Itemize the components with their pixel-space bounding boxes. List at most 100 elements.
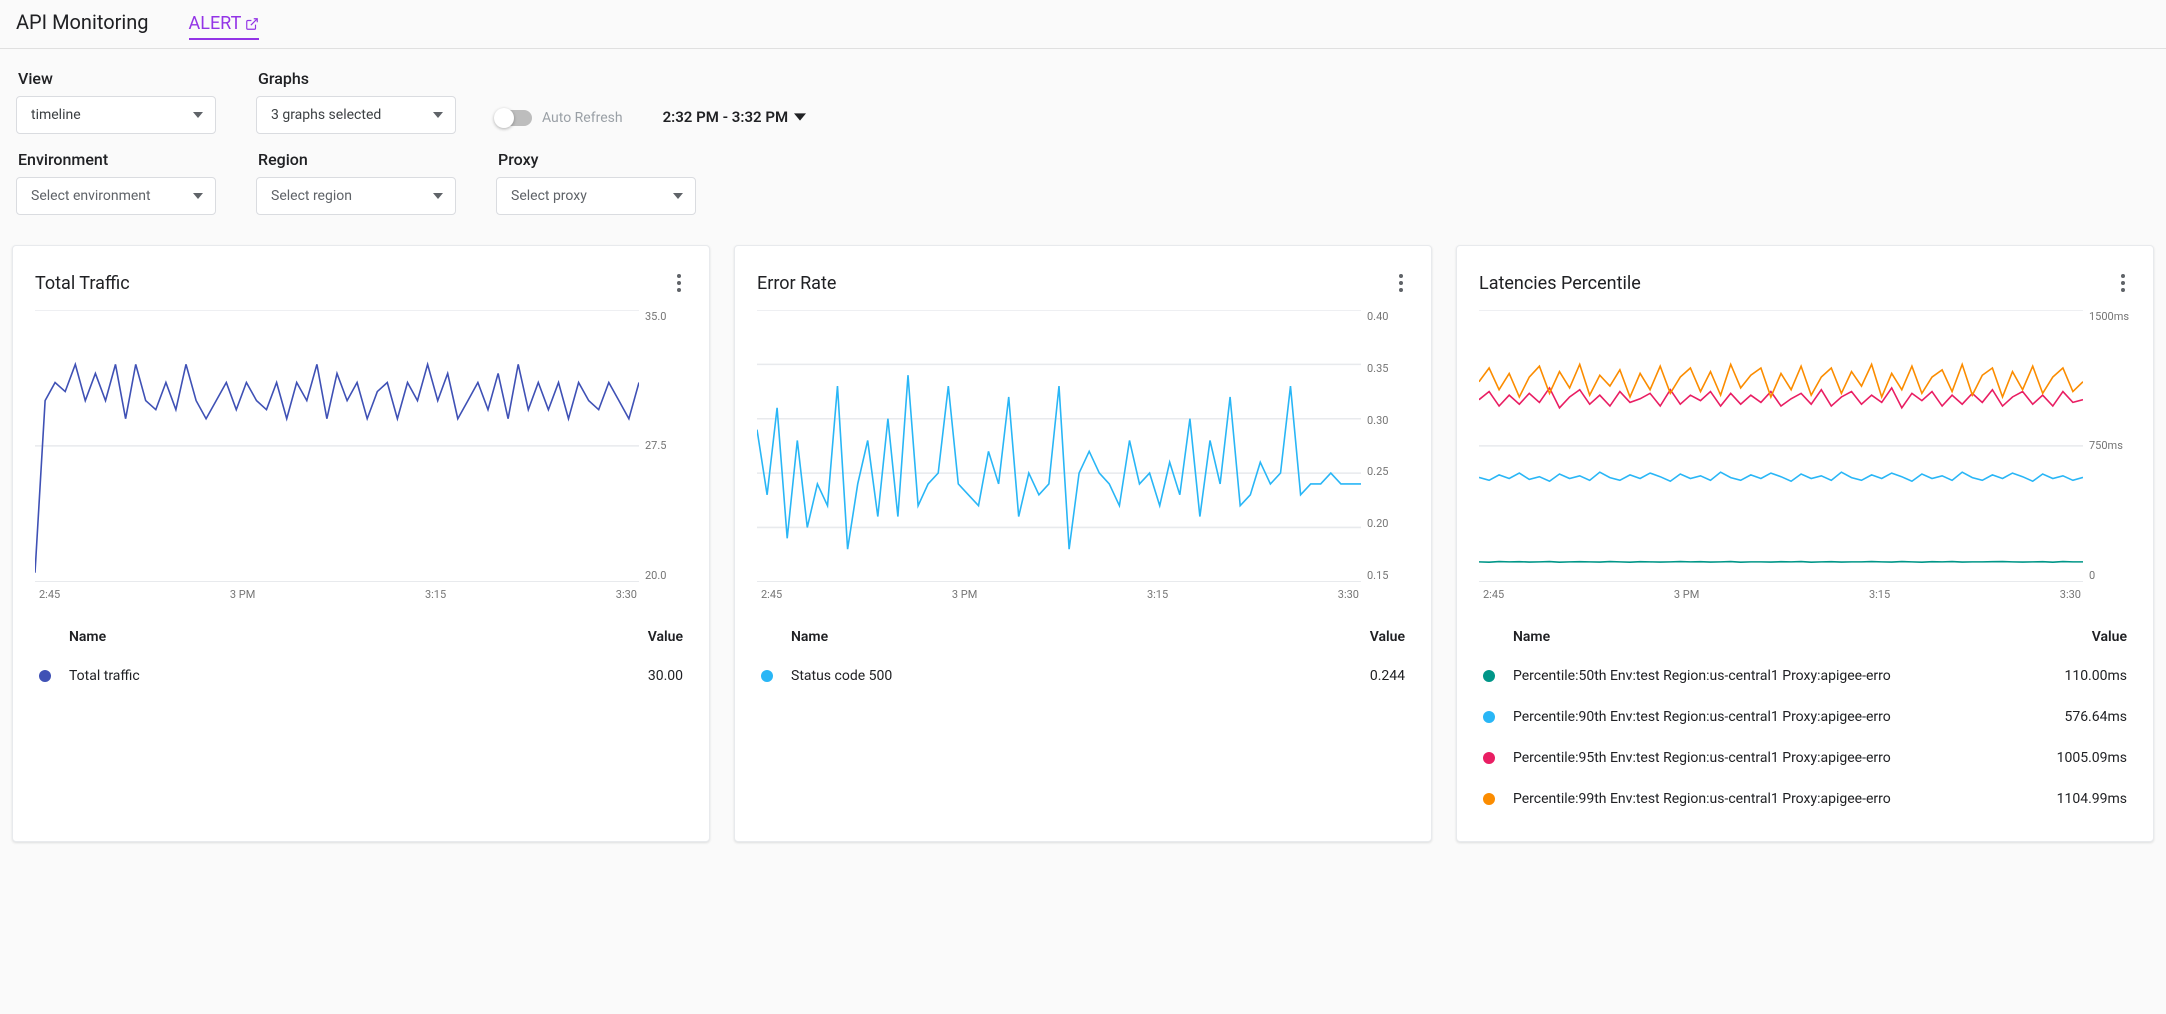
tick-label: 1500ms [2089, 310, 2131, 323]
card-menu-button[interactable] [2111, 268, 2131, 298]
tick-label: 3:30 [616, 588, 637, 601]
tick-label: 27.5 [645, 439, 687, 452]
legend-dot-icon [1483, 670, 1495, 682]
legend-value: 1005.09ms [2037, 750, 2127, 766]
tick-label: 0.40 [1367, 310, 1409, 323]
proxy-label: Proxy [496, 150, 696, 169]
tick-label: 3:30 [2060, 588, 2081, 601]
chevron-down-icon [673, 193, 683, 199]
legend-name: Percentile:50th Env:test Region:us-centr… [1513, 668, 2037, 684]
graphs-select-value: 3 graphs selected [271, 107, 381, 123]
tick-label: 3:15 [1147, 588, 1168, 601]
latencies-title: Latencies Percentile [1479, 273, 1641, 294]
error-rate-title: Error Rate [757, 273, 836, 294]
latency-y-ticks: 1500ms 750ms 0 [2089, 310, 2131, 582]
legend-header-name: Name [1483, 629, 2047, 645]
legend-value: 1104.99ms [2037, 791, 2127, 807]
filter-controls: View timeline Graphs 3 graphs selected A… [0, 49, 2166, 225]
tick-label: 3 PM [952, 588, 977, 601]
card-menu-button[interactable] [667, 268, 687, 298]
page-header: API Monitoring ALERT [0, 0, 2166, 49]
graphs-select[interactable]: 3 graphs selected [256, 96, 456, 134]
legend-header-value: Value [603, 629, 683, 645]
tick-label: 0.25 [1367, 465, 1409, 478]
tick-label: 2:45 [39, 588, 60, 601]
tick-label: 0.35 [1367, 362, 1409, 375]
page-title: API Monitoring [16, 10, 149, 34]
alert-link-label: ALERT [189, 13, 242, 34]
chevron-down-icon [433, 193, 443, 199]
tick-label: 20.0 [645, 569, 687, 582]
legend-dot-icon [761, 670, 773, 682]
region-select-placeholder: Select region [271, 188, 352, 204]
latency-legend-table: Name Value Percentile:50th Env:test Regi… [1479, 619, 2131, 819]
legend-header-value: Value [2047, 629, 2127, 645]
view-select[interactable]: timeline [16, 96, 216, 134]
card-menu-button[interactable] [1389, 268, 1409, 298]
dashboard-grid: Total Traffic 35.0 27.5 20.0 2:45 3 PM 3:15 3… [0, 225, 2166, 862]
tick-label: 0.20 [1367, 517, 1409, 530]
latencies-card: Latencies Percentile 1500ms 750ms 0 2:45 3 … [1456, 245, 2154, 842]
legend-name: Percentile:99th Env:test Region:us-centr… [1513, 791, 2037, 807]
legend-dot-icon [1483, 752, 1495, 764]
total-traffic-card: Total Traffic 35.027.520.0 2:453 PM3:153… [12, 245, 710, 842]
timerange-value: 2:32 PM - 3:32 PM [663, 108, 789, 126]
tick-label: 2:45 [761, 588, 782, 601]
legend-name: Status code 500 [791, 668, 1315, 684]
legend-header-name: Name [39, 629, 603, 645]
traffic-y-ticks: 35.0 27.5 20.0 [645, 310, 687, 582]
legend-row: Status code 500 0.244 [757, 655, 1409, 696]
chevron-down-icon [433, 112, 443, 118]
total-traffic-title: Total Traffic [35, 273, 130, 294]
region-select[interactable]: Select region [256, 177, 456, 215]
legend-row: Percentile:90th Env:test Region:us-centr… [1479, 696, 2131, 737]
legend-value: 30.00 [593, 668, 683, 684]
legend-name: Percentile:90th Env:test Region:us-centr… [1513, 709, 2037, 725]
traffic-legend-table: Name Value Total traffic 30.00 [35, 619, 687, 696]
legend-dot-icon [1483, 711, 1495, 723]
tick-label: 35.0 [645, 310, 687, 323]
latency-x-ticks: 2:45 3 PM 3:15 3:30 [1479, 582, 2131, 601]
chevron-down-icon [193, 193, 203, 199]
legend-row: Percentile:99th Env:test Region:us-centr… [1479, 778, 2131, 819]
tick-label: 2:45 [1483, 588, 1504, 601]
graphs-label: Graphs [256, 69, 456, 88]
error-x-ticks: 2:45 3 PM 3:15 3:30 [757, 582, 1409, 601]
error-y-ticks: 0.40 0.35 0.30 0.25 0.20 0.15 [1367, 310, 1409, 582]
timerange-picker[interactable]: 2:32 PM - 3:32 PM [663, 108, 807, 134]
total-traffic-chart [35, 310, 639, 582]
tick-label: 0.30 [1367, 414, 1409, 427]
legend-row: Total traffic 30.00 [35, 655, 687, 696]
legend-header-value: Value [1325, 629, 1405, 645]
chevron-down-icon [193, 112, 203, 118]
open-in-new-icon [245, 17, 259, 31]
tick-label: 0.15 [1367, 569, 1409, 582]
latencies-chart [1479, 310, 2083, 582]
tick-label: 3 PM [1674, 588, 1699, 601]
chevron-down-icon [794, 113, 806, 121]
tick-label: 3:30 [1338, 588, 1359, 601]
legend-row: Percentile:95th Env:test Region:us-centr… [1479, 737, 2131, 778]
legend-row: Percentile:50th Env:test Region:us-centr… [1479, 655, 2131, 696]
auto-refresh-label: Auto Refresh [542, 110, 623, 126]
environment-label: Environment [16, 150, 216, 169]
tick-label: 0 [2089, 569, 2131, 582]
legend-name: Total traffic [69, 668, 593, 684]
auto-refresh-toggle[interactable] [496, 110, 532, 126]
error-rate-chart [757, 310, 1361, 582]
proxy-select[interactable]: Select proxy [496, 177, 696, 215]
view-label: View [16, 69, 216, 88]
legend-dot-icon [1483, 793, 1495, 805]
environment-select[interactable]: Select environment [16, 177, 216, 215]
environment-select-placeholder: Select environment [31, 188, 151, 204]
tick-label: 3:15 [1869, 588, 1890, 601]
region-label: Region [256, 150, 456, 169]
legend-dot-icon [39, 670, 51, 682]
tick-label: 750ms [2089, 439, 2131, 452]
view-select-value: timeline [31, 107, 81, 123]
alert-link[interactable]: ALERT [189, 13, 260, 40]
tick-label: 3 PM [230, 588, 255, 601]
legend-header-name: Name [761, 629, 1325, 645]
error-legend-table: Name Value Status code 500 0.244 [757, 619, 1409, 696]
legend-value: 0.244 [1315, 668, 1405, 684]
